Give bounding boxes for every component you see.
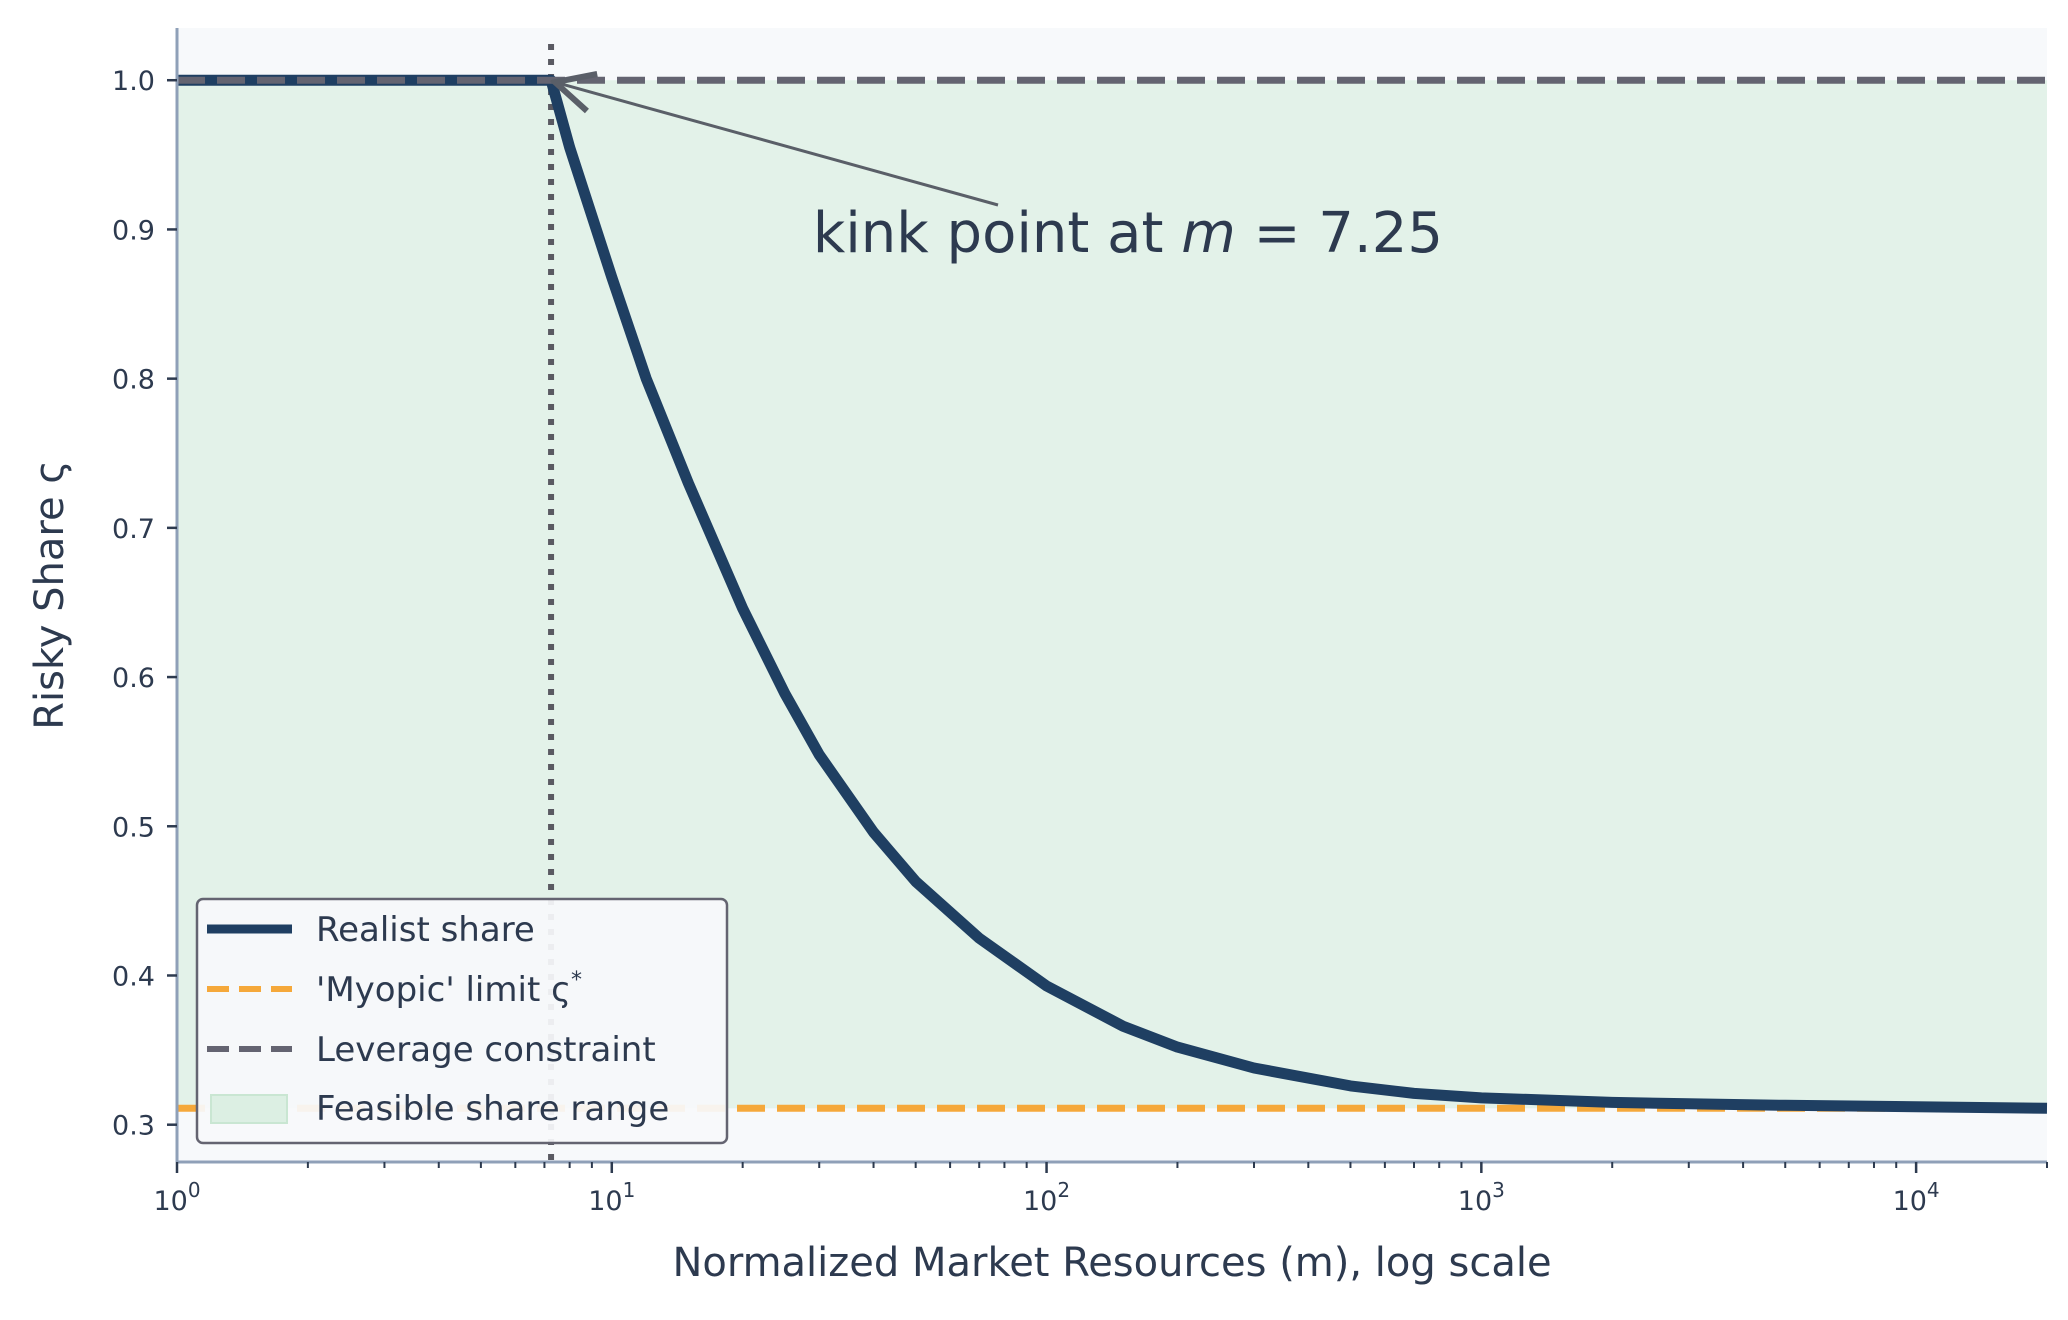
annotation-math-var: m	[1181, 201, 1236, 266]
y-tick-label: 0.4	[112, 961, 155, 992]
x-tick-label: 100	[153, 1178, 200, 1217]
annotation-arrow	[555, 82, 999, 207]
annotation-suffix: = 7.25	[1236, 201, 1443, 266]
legend: Realist share 'Myopic' limit ς* Leverage…	[195, 897, 729, 1145]
annotation-text: kink point at m = 7.25	[813, 201, 1443, 266]
y-tick-label: 0.7	[112, 514, 155, 545]
y-tick-label: 1.0	[112, 66, 155, 97]
annotation-prefix: kink point at	[813, 201, 1181, 266]
legend-label-myopic-limit-text: 'Myopic' limit ς	[316, 970, 571, 1010]
y-tick-label: 0.5	[112, 812, 155, 843]
x-tick-label: 101	[588, 1178, 635, 1217]
legend-swatch-feasible-range	[210, 1094, 288, 1124]
legend-label-myopic-limit-sup: *	[571, 968, 582, 993]
legend-label-realist-share: Realist share	[316, 910, 535, 950]
y-axis-label: Risky Share ς	[27, 460, 73, 730]
x-axis-ticks: 100 101 102 103 104	[153, 1162, 2048, 1217]
x-axis-label: Normalized Market Resources (m), log sca…	[672, 1240, 1551, 1286]
x-tick-label: 102	[1023, 1178, 1070, 1217]
y-tick-label: 0.9	[112, 215, 155, 246]
y-tick-label: 0.3	[112, 1111, 155, 1142]
series-realist-share	[177, 74, 2048, 1114]
legend-label-feasible-range: Feasible share range	[316, 1089, 669, 1129]
legend-label-leverage-constraint: Leverage constraint	[316, 1030, 656, 1070]
kink-annotation: kink point at m = 7.25	[555, 82, 1443, 266]
legend-box	[195, 897, 729, 1145]
y-tick-label: 0.8	[112, 365, 155, 396]
legend-label-myopic-limit: 'Myopic' limit ς*	[316, 968, 582, 1010]
y-axis-ticks: 0.3 0.4 0.5 0.6 0.7 0.8 0.9 1.0	[112, 66, 177, 1142]
x-tick-label: 103	[1458, 1178, 1505, 1217]
y-tick-label: 0.6	[112, 663, 155, 694]
x-tick-label: 104	[1893, 1178, 1940, 1217]
